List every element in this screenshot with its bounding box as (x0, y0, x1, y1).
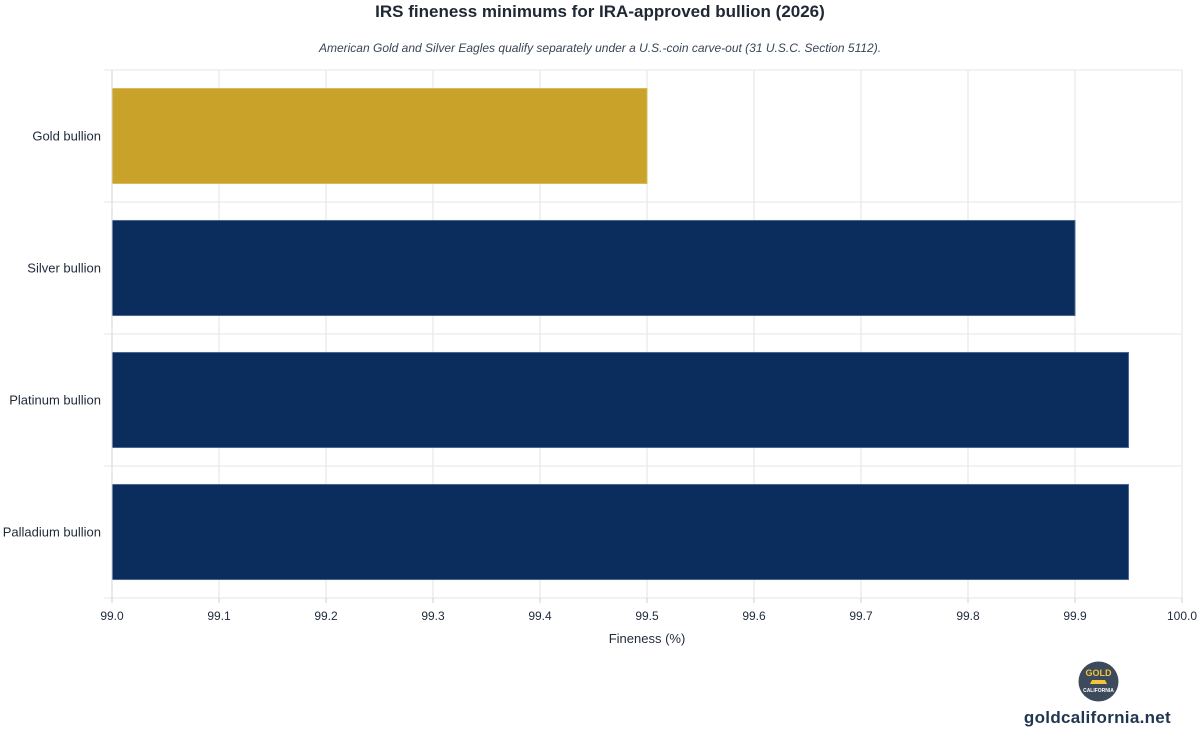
x-tick-label: 99.0 (100, 609, 124, 623)
bar-layer (111, 87, 1129, 581)
chart-title: IRS fineness minimums for IRA-approved b… (375, 2, 825, 21)
logo-text-bottom: CALIFORNIA (1083, 688, 1114, 694)
x-tick-label: 99.4 (528, 609, 552, 623)
x-tick-label: 99.8 (956, 609, 980, 623)
gold-california-logo: GOLD CALIFORNIA (1078, 661, 1119, 702)
y-category-label: Platinum bullion (9, 393, 101, 408)
brand-url[interactable]: goldcalifornia.net (1023, 708, 1171, 727)
x-tick-label: 99.9 (1063, 609, 1087, 623)
x-tick-label: 99.2 (314, 609, 338, 623)
y-category-label: Palladium bullion (3, 525, 101, 540)
gold-bar-icon (1090, 680, 1107, 684)
x-tick-label: 99.1 (207, 609, 231, 623)
y-category-label: Gold bullion (32, 129, 101, 144)
bar-palladium-bullion (111, 483, 1129, 581)
x-tick-label: 99.3 (421, 609, 445, 623)
x-tick-label: 99.7 (849, 609, 873, 623)
x-tick-label: 100.0 (1167, 609, 1197, 623)
bar-gold-bullion (111, 87, 648, 185)
logo-text-top: GOLD (1086, 668, 1112, 678)
bar-platinum-bullion (111, 351, 1129, 449)
x-tick-label: 99.5 (635, 609, 659, 623)
y-category-label: Silver bullion (27, 261, 101, 276)
axis-layer: 99.0 99.1 99.2 99.3 99.4 99.5 99.6 99.7 99.8 99.9… (3, 70, 1197, 623)
chart-subtitle: American Gold and Silver Eagles qualify … (318, 41, 882, 55)
x-tick-label: 99.6 (742, 609, 766, 623)
x-axis-title: Fineness (%) (609, 631, 686, 646)
bar-silver-bullion (111, 219, 1076, 317)
